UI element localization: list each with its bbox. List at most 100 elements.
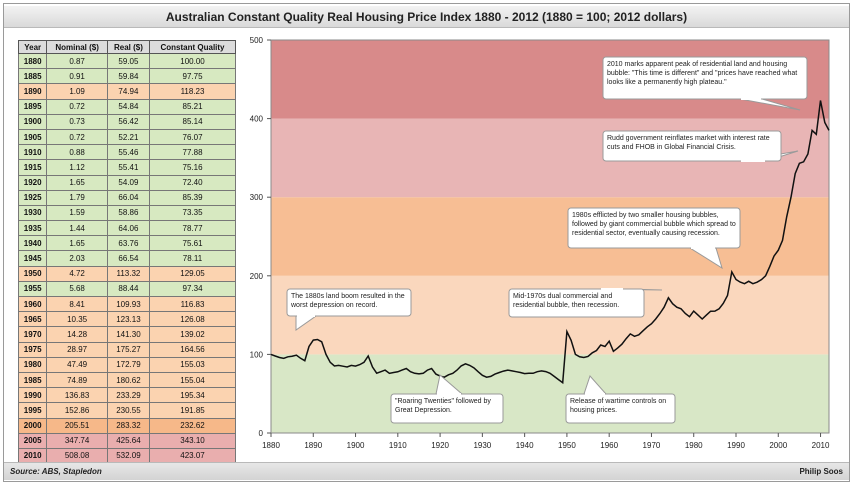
row-year: 1900: [17, 113, 48, 130]
x-tick-label: 2000: [769, 441, 787, 450]
row-real: 55.46: [106, 144, 151, 161]
table-row: 1895 0.72 54.84 85.21: [17, 98, 236, 115]
annotation-callout: 1980s efflicted by two smaller housing b…: [567, 207, 741, 270]
annotation-callout: 2010 marks apparent peak of residential …: [602, 56, 808, 111]
callout-box: [508, 288, 645, 318]
header-nominal: Nominal ($): [46, 40, 108, 54]
y-tick-label: 500: [250, 36, 264, 45]
series-line: [270, 100, 830, 385]
row-year: 1940: [17, 235, 48, 252]
x-tick-label: 1920: [431, 441, 449, 450]
row-year: 2005: [17, 432, 48, 449]
row-year: 1945: [17, 250, 48, 267]
callout-text-box: "Roaring Twenties" followed by Great Dep…: [395, 398, 491, 414]
row-real: 59.05: [106, 52, 151, 70]
row-real: 283.32: [106, 417, 151, 434]
row-constant-quality: 78.77: [149, 220, 236, 237]
row-real: 532.09: [106, 447, 151, 465]
row-nominal: 136.83: [46, 387, 108, 404]
row-year: 1995: [17, 402, 48, 419]
row-real: 88.44: [106, 280, 151, 298]
row-year: 2000: [17, 417, 48, 434]
x-tick-label: 1890: [304, 441, 322, 450]
table-row: 1915 1.12 55.41 75.16: [17, 159, 236, 176]
table-header-row: Year Nominal ($) Real ($) Constant Quali…: [17, 40, 236, 54]
callout-text-box: Rudd government reinflates market with i…: [607, 135, 770, 151]
band-0: [271, 354, 829, 433]
table-row: 1910 0.88 55.46 77.88: [17, 144, 236, 161]
annotation-callout: Rudd government reinflates market with i…: [602, 130, 799, 162]
callout-text: The 1880s land boom resulted in the wors…: [291, 293, 405, 309]
row-year: 1910: [17, 144, 48, 161]
row-year: 1985: [17, 371, 48, 389]
callout-text: Release of wartime controls on housing p…: [570, 398, 667, 414]
y-tick-label: 300: [250, 193, 264, 202]
table-row: 1930 1.59 58.86 73.35: [17, 204, 236, 222]
header-constant-quality: Constant Quality: [149, 40, 236, 54]
row-year: 1970: [17, 326, 48, 343]
table-row: 1880 0.87 59.05 100.00: [17, 52, 236, 70]
x-tick-label: 1910: [389, 441, 407, 450]
row-year: 1965: [17, 311, 48, 328]
row-real: 113.32: [106, 265, 151, 282]
row-year: 1925: [17, 189, 48, 206]
header-year: Year: [17, 40, 48, 54]
table-row: 1990 136.83 233.29 195.34: [17, 387, 236, 404]
row-nominal: 0.72: [46, 128, 108, 146]
table-row: 2005 347.74 425.64 343.10: [17, 432, 236, 449]
row-year: 1890: [17, 83, 48, 100]
row-nominal: 205.51: [46, 417, 108, 434]
x-tick-label: 1940: [516, 441, 534, 450]
callout-text-box: 1980s efflicted by two smaller housing b…: [572, 212, 736, 237]
row-nominal: 0.91: [46, 68, 108, 85]
row-constant-quality: 126.08: [149, 311, 236, 328]
table-row: 1940 1.65 63.76 75.61: [17, 235, 236, 252]
row-constant-quality: 75.61: [149, 235, 236, 252]
annotation-callout: Mid-1970s dual commercial and residentia…: [508, 288, 663, 318]
row-constant-quality: 343.10: [149, 432, 236, 449]
x-tick-label: 1980: [685, 441, 703, 450]
table-row: 1935 1.44 64.06 78.77: [17, 220, 236, 237]
x-tick-label: 1970: [643, 441, 661, 450]
row-year: 1930: [17, 204, 48, 222]
row-constant-quality: 118.23: [149, 83, 236, 100]
row-constant-quality: 85.14: [149, 113, 236, 130]
callout-text-box: Mid-1970s dual commercial and residentia…: [513, 293, 620, 309]
annotation-callout: "Roaring Twenties" followed by Great Dep…: [390, 374, 504, 424]
row-real: 141.30: [106, 326, 151, 343]
callout-box: [602, 130, 782, 162]
callout-box: [567, 207, 741, 249]
y-tick-label: 100: [250, 350, 264, 359]
row-nominal: 1.09: [46, 83, 108, 100]
row-real: 109.93: [106, 295, 151, 313]
row-constant-quality: 85.21: [149, 98, 236, 115]
callout-box: [286, 288, 412, 317]
callout-text: 1980s efflicted by two smaller housing b…: [572, 212, 736, 237]
row-real: 172.79: [106, 356, 151, 373]
row-year: 1960: [17, 295, 48, 313]
x-tick-label: 1990: [727, 441, 745, 450]
band-2: [271, 197, 829, 276]
annotation-callout: Release of wartime controls on housing p…: [565, 375, 676, 424]
callout-text-box: 2010 marks apparent peak of residential …: [607, 61, 797, 86]
table-row: 1920 1.65 54.09 72.40: [17, 174, 236, 191]
row-nominal: 0.73: [46, 113, 108, 130]
y-tick-label: 200: [250, 272, 264, 281]
table-body: 1880 0.87 59.05 100.00 1885 0.91 59.84 97.75 189…: [17, 52, 236, 465]
row-nominal: 14.28: [46, 326, 108, 343]
x-tick-label: 1930: [473, 441, 491, 450]
row-nominal: 0.87: [46, 52, 108, 70]
footer-bar: Source: ABS, Stapledon Philip Soos: [4, 462, 849, 480]
row-nominal: 0.88: [46, 144, 108, 161]
callout-text: "Roaring Twenties" followed by Great Dep…: [395, 398, 491, 414]
callout-text: Mid-1970s dual commercial and residentia…: [513, 293, 620, 309]
x-tick-label: 1880: [262, 441, 280, 450]
callout-box: [602, 56, 808, 100]
callout-text-box: Release of wartime controls on housing p…: [570, 398, 667, 414]
y-tick-label: 400: [250, 115, 264, 124]
table-row: 1995 152.86 230.55 191.85: [17, 402, 236, 419]
row-real: 66.54: [106, 250, 151, 267]
row-constant-quality: 73.35: [149, 204, 236, 222]
row-year: 2010: [17, 447, 48, 465]
plot-area: [270, 39, 830, 434]
